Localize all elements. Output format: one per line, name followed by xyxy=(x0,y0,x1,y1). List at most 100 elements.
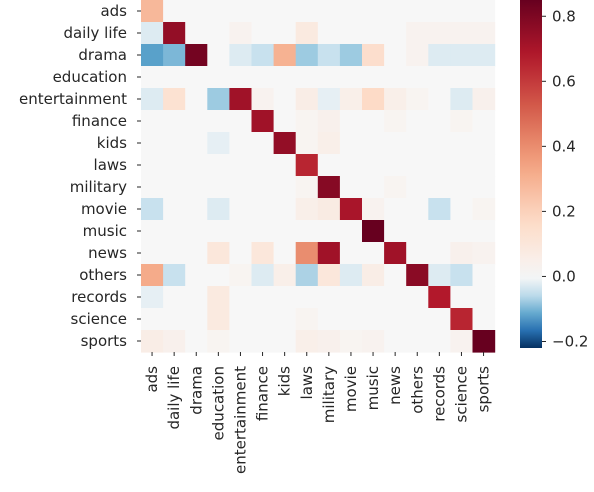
heatmap-cell-music-military xyxy=(317,220,341,243)
heatmap-cell-movie-education xyxy=(207,198,230,221)
heatmap-cell-finance-laws xyxy=(295,110,319,133)
heatmap-cell-military-drama xyxy=(185,176,208,199)
heatmap-cell-records-finance xyxy=(251,286,275,309)
heatmap-cell-records-ads xyxy=(141,286,164,309)
heatmap-cell-entertainment-entertainment xyxy=(229,88,253,111)
heatmap-cell-ads-others xyxy=(406,0,429,23)
heatmap-cell-laws-records xyxy=(428,154,451,177)
heatmap-cell-finance-movie xyxy=(339,110,363,133)
heatmap-cell-science-science xyxy=(450,308,474,331)
heatmap-cell-laws-entertainment xyxy=(229,154,253,177)
heatmap-cell-others-kids xyxy=(273,264,297,287)
heatmap-cell-sports-education xyxy=(207,330,230,353)
column-label: movie xyxy=(342,366,360,412)
heatmap-cell-science-movie xyxy=(339,308,363,331)
heatmap-cell-military-science xyxy=(450,176,474,199)
heatmap-cell-daily-life-movie xyxy=(339,22,363,45)
heatmap-cell-finance-news xyxy=(384,110,407,133)
heatmap-cell-others-sports xyxy=(472,264,496,287)
heatmap-cell-kids-laws xyxy=(295,132,319,155)
heatmap-cell-entertainment-military xyxy=(317,88,341,111)
row-label: ads xyxy=(100,2,127,20)
colorbar: −0.2 0.0 0.2 0.4 0.6 0.8 xyxy=(520,0,588,350)
heatmap-cell-finance-military xyxy=(317,110,341,133)
heatmap-cell-others-entertainment xyxy=(229,264,253,287)
heatmap-cell-daily-life-others xyxy=(406,22,429,45)
heatmap-cell-finance-finance xyxy=(251,110,275,133)
heatmap-cell-entertainment-movie xyxy=(339,88,363,111)
heatmap-cell-military-military xyxy=(317,176,341,199)
row-label: entertainment xyxy=(19,90,127,108)
heatmap-cell-others-military xyxy=(317,264,341,287)
heatmap-cell-movie-military xyxy=(317,198,341,221)
heatmap-cell-others-drama xyxy=(185,264,208,287)
heatmap-cell-kids-ads xyxy=(141,132,164,155)
heatmap-cell-military-records xyxy=(428,176,451,199)
heatmap-cell-daily-life-music xyxy=(362,22,385,45)
heatmap-cell-science-education xyxy=(207,308,230,331)
heatmap-cell-finance-others xyxy=(406,110,429,133)
heatmap-cell-kids-education xyxy=(207,132,230,155)
heatmap-cell-science-music xyxy=(362,308,385,331)
heatmap-cell-drama-laws xyxy=(295,44,319,67)
heatmap-cell-military-sports xyxy=(472,176,496,199)
column-label: education xyxy=(209,366,227,440)
heatmap-cell-movie-kids xyxy=(273,198,297,221)
heatmap-cell-education-daily-life xyxy=(163,66,186,89)
heatmap-cell-drama-science xyxy=(450,44,474,67)
heatmap-cell-drama-daily-life xyxy=(163,44,186,67)
heatmap-cell-records-movie xyxy=(339,286,363,309)
heatmap-cell-science-ads xyxy=(141,308,164,331)
heatmap-cell-entertainment-daily-life xyxy=(163,88,186,111)
heatmap-cell-kids-finance xyxy=(251,132,275,155)
heatmap-cell-movie-ads xyxy=(141,198,164,221)
heatmap-cell-ads-sports xyxy=(472,0,496,23)
heatmap-cell-drama-ads xyxy=(141,44,164,67)
heatmap-cell-entertainment-finance xyxy=(251,88,275,111)
heatmap-cell-others-records xyxy=(428,264,451,287)
heatmap-cell-records-science xyxy=(450,286,474,309)
heatmap-cell-news-others xyxy=(406,242,429,265)
heatmap-cell-drama-education xyxy=(207,44,230,67)
heatmap-cell-kids-records xyxy=(428,132,451,155)
heatmap-cell-movie-records xyxy=(428,198,451,221)
heatmap-cell-military-kids xyxy=(273,176,297,199)
heatmap-cell-movie-news xyxy=(384,198,407,221)
row-label: education xyxy=(53,68,127,86)
heatmap-cell-sports-science xyxy=(450,330,474,353)
heatmap-cell-laws-others xyxy=(406,154,429,177)
heatmap-cell-entertainment-news xyxy=(384,88,407,111)
column-label: entertainment xyxy=(231,366,249,474)
heatmap-cell-daily-life-military xyxy=(317,22,341,45)
heatmap-cell-records-laws xyxy=(295,286,319,309)
heatmap-cell-movie-others xyxy=(406,198,429,221)
heatmap-cell-records-news xyxy=(384,286,407,309)
row-label: finance xyxy=(72,112,127,130)
row-label: records xyxy=(71,288,127,306)
column-label: news xyxy=(386,366,404,405)
heatmap-cell-education-music xyxy=(362,66,385,89)
heatmap-cell-news-entertainment xyxy=(229,242,253,265)
heatmap-cell-movie-music xyxy=(362,198,385,221)
heatmap-cell-ads-science xyxy=(450,0,474,23)
heatmap-cell-music-movie xyxy=(339,220,363,243)
heatmap-cell-movie-science xyxy=(450,198,474,221)
heatmap-cell-news-laws xyxy=(295,242,319,265)
heatmap-cell-news-kids xyxy=(273,242,297,265)
heatmap-cell-news-records xyxy=(428,242,451,265)
heatmap-cell-daily-life-science xyxy=(450,22,474,45)
heatmap-cell-kids-others xyxy=(406,132,429,155)
column-label: ads xyxy=(143,366,161,393)
heatmap-cell-ads-ads xyxy=(141,0,164,23)
heatmap-cell-military-entertainment xyxy=(229,176,253,199)
heatmap-cell-movie-finance xyxy=(251,198,275,221)
heatmap-cell-science-news xyxy=(384,308,407,331)
heatmap-cell-drama-kids xyxy=(273,44,297,67)
heatmap-cell-records-entertainment xyxy=(229,286,253,309)
heatmap-cell-others-daily-life xyxy=(163,264,186,287)
heatmap-cell-kids-music xyxy=(362,132,385,155)
heatmap-cell-music-laws xyxy=(295,220,319,243)
heatmap-cell-military-news xyxy=(384,176,407,199)
row-label: laws xyxy=(94,156,128,174)
heatmap-cell-education-news xyxy=(384,66,407,89)
